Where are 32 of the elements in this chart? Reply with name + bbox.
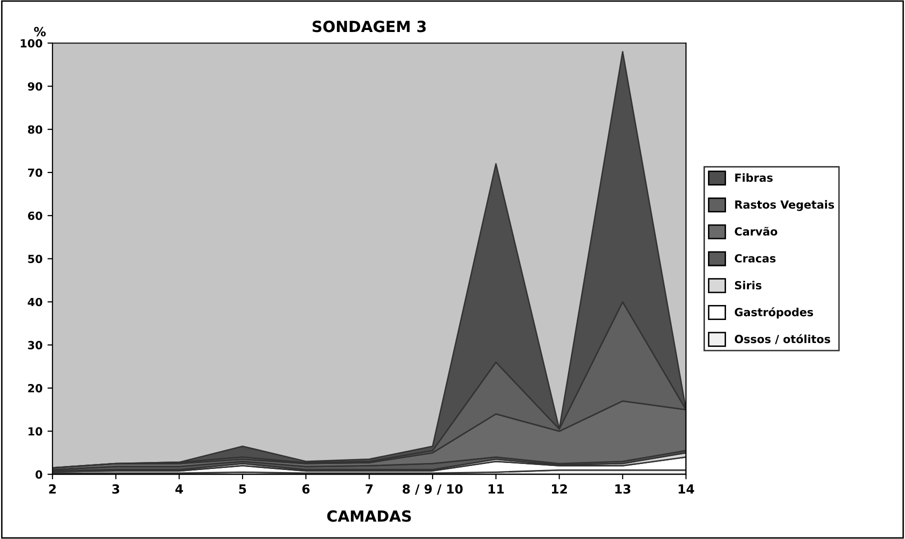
y-tick-label: 60 <box>28 212 42 220</box>
y-axis-title: % <box>34 26 46 36</box>
x-tick-label: 13 <box>615 484 630 494</box>
y-tick-label: 40 <box>28 298 42 306</box>
x-tick-label: 4 <box>175 484 183 494</box>
y-tick-label: 90 <box>28 82 42 91</box>
x-tick-label: 8 / 9 / 10 <box>402 484 463 495</box>
x-tick-label: 5 <box>239 484 246 494</box>
y-tick-label: 10 <box>28 427 42 436</box>
legend-label: Siris <box>735 280 762 290</box>
y-tick-label: 80 <box>28 125 42 134</box>
legend-label: Gastrópodes <box>734 307 814 318</box>
x-tick-label: 7 <box>366 484 373 494</box>
x-tick-label: 6 <box>302 484 310 494</box>
y-tick-label: 20 <box>28 384 42 392</box>
y-tick-label: 50 <box>28 254 42 264</box>
x-tick-label: 12 <box>552 484 567 494</box>
y-tick-label: 70 <box>28 168 42 177</box>
y-tick-label: 0 <box>36 470 42 479</box>
legend-label: Fibras <box>735 173 773 182</box>
x-tick-label: 14 <box>678 484 694 494</box>
x-tick-label: 3 <box>112 484 120 494</box>
x-tick-label: 2 <box>49 484 56 494</box>
y-tick-label: 30 <box>28 340 42 350</box>
legend-label: Cracas <box>734 254 776 263</box>
chart-title: SONDAGEM 3 <box>312 20 426 32</box>
legend-label: Carvão <box>734 226 778 236</box>
y-tick-label: 100 <box>20 39 42 48</box>
x-axis-title: CAMADAS <box>327 510 411 522</box>
legend-label: Ossos / otólitos <box>734 334 830 344</box>
legend-label: Rastos Vegetais <box>735 200 834 212</box>
x-tick-label: 11 <box>488 484 504 494</box>
